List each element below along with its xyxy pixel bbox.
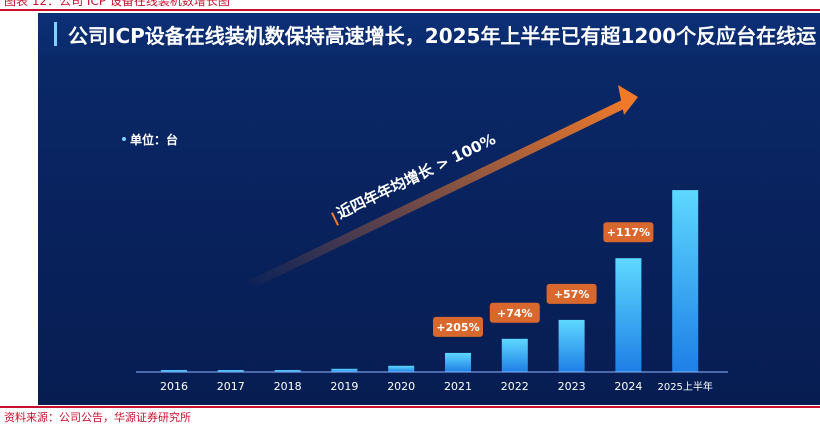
figure-caption: 图表 12：公司 ICP 设备在线装机数增长图	[4, 0, 230, 8]
x-tick-label: 2022	[501, 380, 529, 393]
x-tick-label: 2023	[558, 380, 586, 393]
growth-label: +57%	[554, 288, 590, 301]
chart-slide: 公司ICP设备在线装机数保持高速增长，2025年上半年已有超1200个反应台在线…	[38, 13, 820, 405]
growth-label-box	[433, 316, 483, 337]
slide-title: 公司ICP设备在线装机数保持高速增长，2025年上半年已有超1200个反应台在线…	[68, 24, 817, 48]
bar-2024	[615, 258, 642, 372]
growth-label: +74%	[497, 307, 533, 320]
arrow-label-marker	[331, 212, 339, 226]
x-tick-label: 2025上半年	[657, 380, 712, 393]
growth-labels: +205% +74% +57% +117%	[433, 222, 654, 337]
title-accent-mark	[54, 22, 57, 46]
growth-arrow: 近四年年均增长 > 100%	[248, 85, 638, 289]
x-tick-label: 2021	[444, 380, 472, 393]
x-tick-label: 2018	[274, 380, 302, 393]
bar-2020	[388, 365, 415, 372]
growth-arrow-head	[618, 85, 638, 115]
bar-series	[161, 190, 699, 372]
caption-rule	[0, 9, 820, 11]
unit-bullet	[122, 137, 126, 141]
bar-chart: 近四年年均增长 > 100% 2016 2017 2018 2019 2020 2021 2…	[136, 85, 728, 393]
x-tick-label: 2017	[217, 380, 245, 393]
x-tick-label: 2020	[387, 380, 415, 393]
source-note: 资料来源：公司公告，华源证券研究所	[4, 411, 191, 424]
x-tick-label: 2024	[614, 380, 642, 393]
bar-2016	[161, 370, 187, 372]
growth-label-box	[489, 302, 540, 323]
growth-arrow-body	[248, 99, 628, 289]
title-bar: 公司ICP设备在线装机数保持高速增长，2025年上半年已有超1200个反应台在线…	[38, 13, 820, 57]
bar-2019	[331, 368, 358, 372]
bar-2017	[217, 370, 244, 372]
unit-label: 单位：台	[130, 133, 179, 147]
bar-2023	[558, 319, 585, 372]
growth-label: +117%	[607, 226, 650, 239]
bar-2018	[274, 370, 301, 372]
x-tick-label: 2019	[330, 380, 358, 393]
x-tick-label: 2016	[160, 380, 188, 393]
growth-label: +205%	[436, 321, 479, 334]
bar-2022	[501, 338, 528, 372]
bar-2025上半年	[672, 190, 699, 372]
source-rule	[0, 406, 820, 408]
growth-label-box	[546, 283, 597, 304]
x-axis-tick-labels: 2016 2017 2018 2019 2020 2021 2022 2023 2024 2025…	[160, 380, 713, 393]
growth-label-box	[603, 222, 654, 243]
bar-2021	[445, 352, 471, 372]
